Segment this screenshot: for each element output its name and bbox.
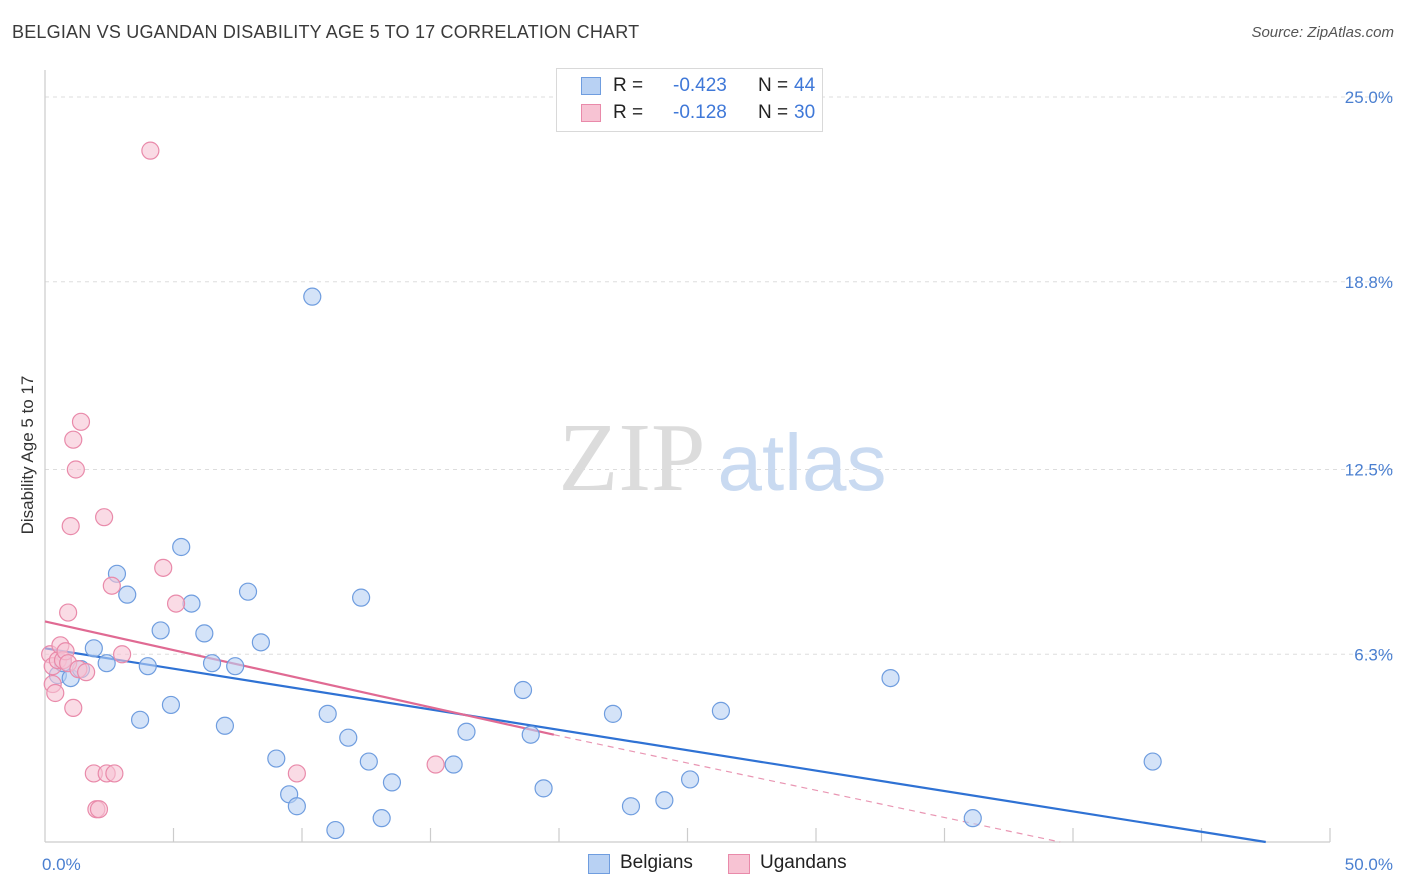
belgian-point <box>84 639 103 658</box>
belgian-point <box>372 809 391 828</box>
belgian-point <box>534 779 553 798</box>
belgian-point <box>97 654 116 673</box>
legend-r-value: -0.423 <box>673 75 727 96</box>
legend-r-label: R = <box>613 75 644 96</box>
belgian-point <box>521 725 540 744</box>
belgian-point <box>195 624 214 643</box>
belgian-point <box>621 797 641 816</box>
belgian-point <box>352 588 371 607</box>
belgian-point <box>680 770 700 789</box>
belgian-point <box>202 654 222 673</box>
belgian-point <box>287 797 306 816</box>
belgian-point <box>1143 752 1162 771</box>
belgian-point <box>655 791 674 810</box>
data-points <box>41 141 1162 840</box>
ugandan-point <box>46 683 65 703</box>
ugandan-point <box>59 603 78 622</box>
ugandan-point <box>61 517 80 536</box>
belgian-point <box>238 582 258 601</box>
ugandan-point <box>105 764 124 783</box>
belgian-point <box>457 722 476 741</box>
belgian-point <box>881 668 900 688</box>
ugandan-trend-line-dashed <box>553 734 1061 843</box>
belgian-point <box>359 752 378 771</box>
y-tick-label: 25.0% <box>1345 88 1393 107</box>
legend-r-value: -0.128 <box>673 102 727 123</box>
belgian-point <box>303 287 322 306</box>
legend-n-value: 44 <box>794 75 816 96</box>
ugandan-point <box>89 800 109 819</box>
ugandan-point <box>154 558 173 577</box>
belgian-point <box>513 680 533 700</box>
ugandan-point <box>166 594 186 613</box>
belgian-point <box>118 585 137 604</box>
legend-n-label: N = <box>758 75 789 96</box>
legend-r-label: R = <box>613 102 644 123</box>
belgian-point <box>182 594 201 613</box>
belgian-point <box>138 657 157 676</box>
y-tick-label: 6.3% <box>1354 645 1393 664</box>
belgian-point <box>318 704 337 723</box>
gridlines <box>45 96 1395 655</box>
bottom-legend-swatch-blue <box>588 854 610 874</box>
watermark-atlas: atlas <box>718 418 887 507</box>
ugandan-point <box>102 576 121 595</box>
legend-n-label: N = <box>758 102 789 123</box>
ugandan-point <box>64 698 83 718</box>
ugandan-point <box>66 460 85 479</box>
belgian-point <box>172 537 191 557</box>
ugandan-point <box>77 663 96 682</box>
belgian-point <box>963 809 982 828</box>
chart-title: BELGIAN VS UGANDAN DISABILITY AGE 5 TO 1… <box>12 22 640 42</box>
belgian-point <box>603 704 623 723</box>
belgian-point <box>151 621 170 640</box>
belgian-point <box>130 710 150 729</box>
ugandan-trend-line <box>44 620 555 736</box>
ugandan-point <box>112 645 132 664</box>
x-tick-label: 0.0% <box>42 855 81 874</box>
belgian-point <box>215 716 234 735</box>
belgian-point <box>326 820 345 840</box>
belgian-point <box>444 755 463 774</box>
ugandan-point <box>71 412 91 431</box>
watermark: ZIP atlas <box>559 404 887 512</box>
ugandan-point <box>287 764 306 783</box>
belgian-point <box>267 749 286 768</box>
ugandan-point <box>426 755 445 774</box>
axes <box>44 70 1331 843</box>
source-label: Source: ZipAtlas.com <box>1251 24 1394 41</box>
watermark-zip: ZIP <box>559 404 706 512</box>
x-tick-label: 50.0% <box>1345 855 1393 874</box>
bottom-legend-label-ugandans: Ugandans <box>760 852 847 873</box>
belgian-point <box>251 633 270 652</box>
legend-swatch-pink <box>581 104 601 122</box>
belgian-point <box>161 695 181 715</box>
belgian-point <box>382 773 402 792</box>
legend: R = -0.423 N = 44 R = -0.128 N = 30 <box>556 68 823 132</box>
belgian-trend-line <box>44 647 1266 844</box>
belgian-point <box>711 701 731 720</box>
belgian-point <box>226 657 245 676</box>
legend-swatch-blue <box>581 77 601 95</box>
tick-labels: 6.3% 12.5% 18.8% 25.0% 0.0% 50.0% <box>42 88 1393 874</box>
ugandan-point <box>95 508 114 527</box>
bottom-legend-swatch-pink <box>728 854 750 874</box>
y-tick-label: 12.5% <box>1345 461 1393 480</box>
belgian-point <box>339 728 358 747</box>
ugandan-point <box>141 141 160 160</box>
legend-n-value: 30 <box>794 102 816 123</box>
bottom-legend-label-belgians: Belgians <box>620 852 693 873</box>
y-tick-label: 18.8% <box>1345 273 1393 292</box>
ugandan-point <box>64 430 83 449</box>
